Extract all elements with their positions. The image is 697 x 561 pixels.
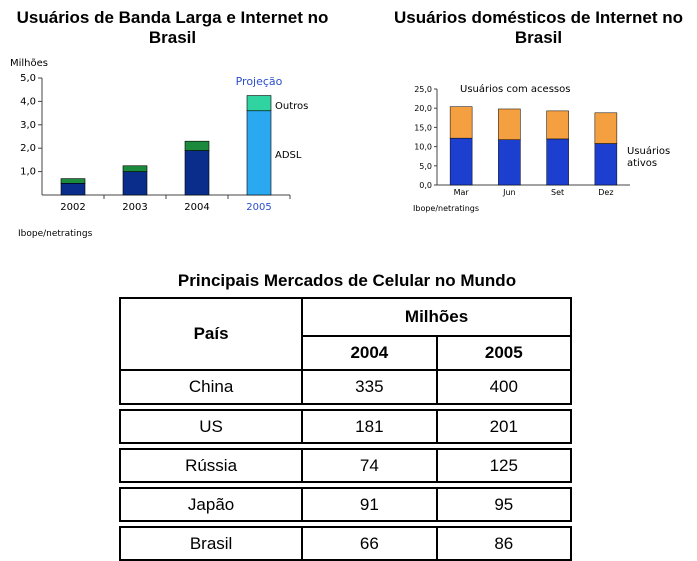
x-tick-label: 2005	[246, 202, 271, 213]
y-tick-label: 2,0	[20, 143, 36, 154]
cell-2005: 400	[435, 369, 573, 405]
y-tick-label: 25,0	[414, 85, 432, 94]
cell-2004: 181	[301, 409, 438, 444]
x-tick-label: 2004	[184, 202, 209, 213]
bar-acessos	[449, 106, 473, 139]
table-row: Japão 91 95	[118, 487, 573, 522]
table-title: Principais Mercados de Celular no Mundo	[177, 271, 517, 290]
x-tick-label: 2003	[122, 202, 147, 213]
y-tick-label: 4,0	[20, 96, 36, 107]
cell-country: US	[118, 409, 304, 444]
bar-adsl	[184, 150, 210, 196]
y-tick-label: 3,0	[20, 120, 36, 131]
bar-acessos	[546, 110, 569, 140]
y-tick-label: 15,0	[414, 123, 432, 132]
projection-label: Projeção	[236, 75, 283, 88]
y-tick-label: 10,0	[414, 143, 432, 152]
bar-adsl	[60, 183, 86, 196]
x-tick-label: Set	[551, 188, 564, 197]
x-tick-label: Dez	[598, 188, 613, 197]
cell-2005: 125	[435, 448, 573, 483]
table-row: Brasil 66 86	[118, 526, 573, 561]
legend-ativos-line2: ativos	[627, 158, 657, 169]
x-tick-label: Mar	[454, 188, 470, 197]
legend-outros: Outros	[275, 101, 308, 112]
cell-2004: 74	[301, 448, 438, 483]
bar-ativos	[498, 139, 521, 186]
header-country: País	[118, 297, 304, 371]
bar-acessos	[498, 108, 521, 140]
header-year-2005: 2005	[435, 335, 573, 371]
chart1-title: Usuários de Banda Larga e Internet no Br…	[16, 8, 329, 47]
header-year-2004: 2004	[301, 335, 438, 371]
mobile-markets-table: País Milhões 2004 2005 China 335 400 US …	[118, 297, 573, 561]
bar-ativos	[594, 143, 618, 186]
bar-ativos	[449, 137, 473, 186]
bar-outros	[60, 178, 86, 184]
bar-acessos	[594, 112, 618, 144]
y-tick-label: 5,0	[20, 73, 36, 84]
x-tick-label: Jun	[502, 188, 516, 197]
table-row: China 335 400	[118, 369, 573, 405]
cell-2005: 86	[435, 526, 573, 561]
y-tick-label: 0,0	[419, 181, 432, 190]
bar-adsl	[246, 110, 272, 196]
y-axis-label: Milhões	[10, 58, 48, 69]
cell-country: China	[118, 369, 304, 405]
cell-2005: 201	[435, 409, 573, 444]
bar-outros	[246, 95, 272, 112]
y-tick-label: 20,0	[414, 104, 432, 113]
legend-ativos-line1: Usuários	[627, 145, 670, 157]
bar-outros	[184, 140, 210, 151]
source-label: Ibope/netratings	[413, 204, 479, 213]
x-tick-label: 2002	[60, 202, 85, 213]
cell-2005: 95	[435, 487, 573, 522]
source-label: Ibope/netratings	[18, 229, 93, 239]
legend-adsl: ADSL	[275, 150, 302, 161]
bar-ativos	[546, 138, 569, 186]
legend-acessos: Usuários com acessos	[460, 83, 570, 95]
chart2-title: Usuários domésticos de Internet no Brasi…	[393, 8, 684, 47]
y-tick-label: 5,0	[419, 162, 432, 171]
cell-2004: 91	[301, 487, 438, 522]
cell-2004: 335	[301, 369, 438, 405]
y-tick-label: 1,0	[20, 167, 36, 178]
cell-country: Rússia	[118, 448, 304, 483]
bar-adsl	[122, 171, 148, 196]
cell-2004: 66	[301, 526, 438, 561]
bar-outros	[122, 165, 148, 172]
table-row: Rússia 74 125	[118, 448, 573, 483]
cell-country: Japão	[118, 487, 304, 522]
table-row: US 181 201	[118, 409, 573, 444]
header-millions: Milhões	[301, 297, 572, 337]
cell-country: Brasil	[118, 526, 304, 561]
